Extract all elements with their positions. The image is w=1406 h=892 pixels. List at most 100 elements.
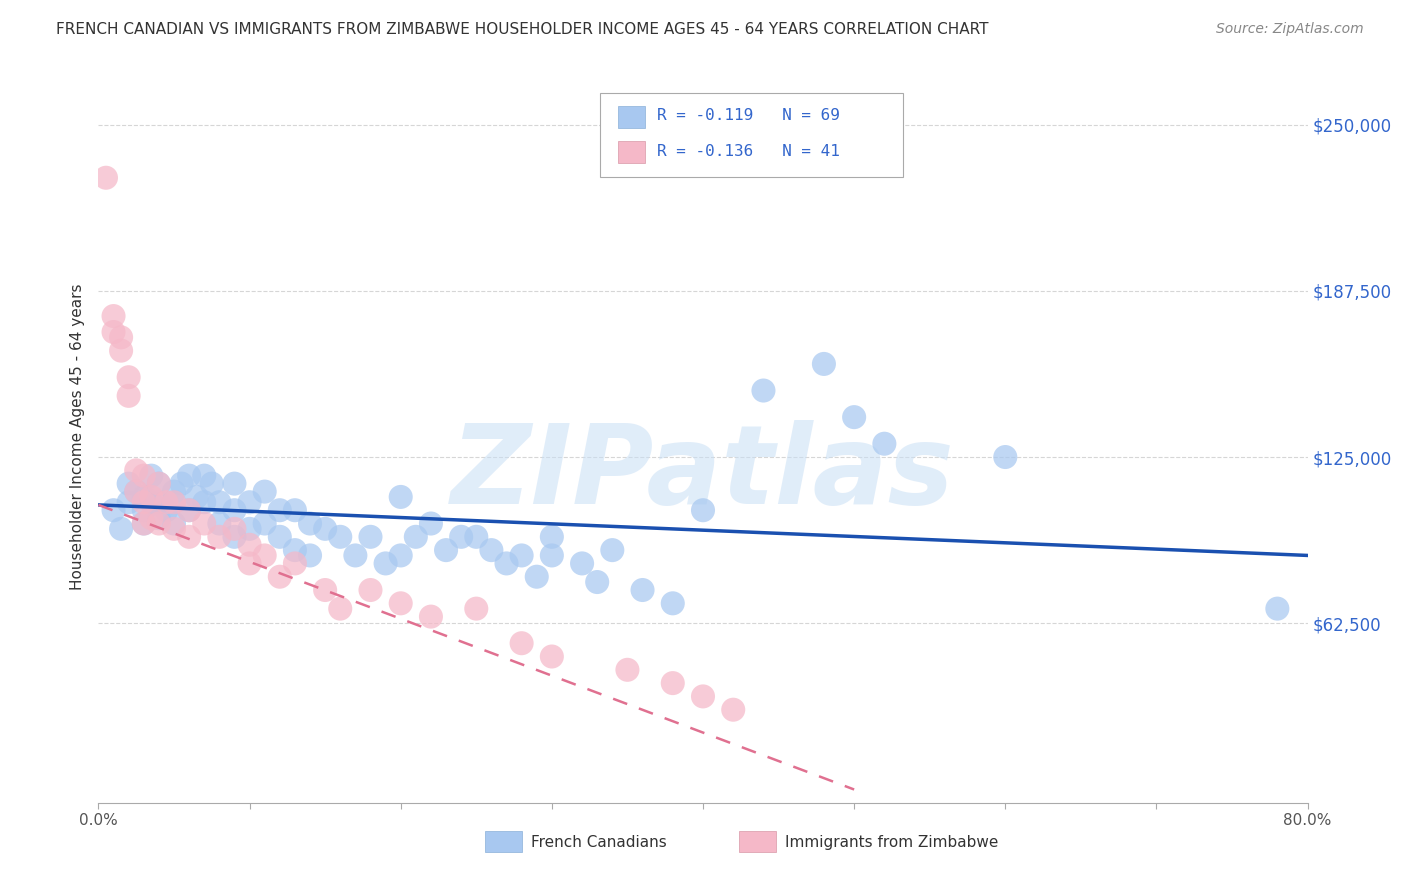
Point [661,676,683,690]
Point [141,511,163,525]
Point [148,476,170,491]
Point [179,468,201,483]
Text: Immigrants from Zimbabwe: Immigrants from Zimbabwe [785,835,998,850]
Point [125,484,148,499]
Point [208,516,231,531]
Point [193,495,215,509]
Point [224,530,246,544]
Point [540,649,562,664]
Point [389,549,412,563]
Point [661,596,683,610]
Y-axis label: Householder Income Ages 45 - 64 years: Householder Income Ages 45 - 64 years [70,284,86,591]
Point [141,495,163,509]
Text: FRENCH CANADIAN VS IMMIGRANTS FROM ZIMBABWE HOUSEHOLDER INCOME AGES 45 - 64 YEAR: FRENCH CANADIAN VS IMMIGRANTS FROM ZIMBA… [56,22,988,37]
Point [148,495,170,509]
Text: French Canadians: French Canadians [531,835,666,850]
Point [132,468,155,483]
Point [284,503,307,517]
Point [253,549,276,563]
Point [510,636,533,650]
Point [692,503,714,517]
Point [540,530,562,544]
Text: ZIPatlas: ZIPatlas [451,420,955,527]
Point [132,503,155,517]
Point [314,582,336,597]
Point [103,325,125,339]
Point [253,516,276,531]
Point [118,476,141,491]
Point [269,530,291,544]
Point [269,570,291,584]
Point [110,522,132,536]
Point [616,663,638,677]
FancyBboxPatch shape [619,141,645,163]
Point [450,530,472,544]
Point [631,582,654,597]
Point [118,370,141,384]
Point [344,549,367,563]
Point [132,516,155,531]
Point [132,495,155,509]
Point [163,522,186,536]
Point [405,530,427,544]
Point [94,170,117,185]
Point [586,575,609,590]
Point [465,530,488,544]
Point [481,543,503,558]
Point [526,570,548,584]
Point [389,490,412,504]
Point [170,476,193,491]
Point [163,495,186,509]
Point [208,495,231,509]
Point [253,484,276,499]
Point [434,543,457,558]
Point [148,476,170,491]
Point [360,582,382,597]
Point [224,476,246,491]
FancyBboxPatch shape [485,831,522,852]
Point [1267,601,1289,615]
Text: R = -0.136   N = 41: R = -0.136 N = 41 [657,144,839,159]
FancyBboxPatch shape [600,94,903,178]
Point [284,543,307,558]
Point [125,463,148,477]
Point [374,557,396,571]
Point [141,490,163,504]
Point [813,357,835,371]
Point [163,495,186,509]
Point [465,601,488,615]
Point [844,410,866,425]
Point [389,596,412,610]
Point [571,557,593,571]
Point [602,543,624,558]
Point [163,484,186,499]
Point [420,516,443,531]
Point [224,522,246,536]
Point [329,530,352,544]
Point [110,343,132,358]
Point [299,516,322,531]
Point [179,503,201,517]
Point [239,557,262,571]
Point [155,495,177,509]
Point [314,522,336,536]
Point [110,330,132,344]
Point [269,503,291,517]
Point [692,690,714,704]
Text: R = -0.119   N = 69: R = -0.119 N = 69 [657,109,839,123]
Point [193,468,215,483]
Point [420,609,443,624]
Point [239,495,262,509]
Point [103,309,125,323]
Point [224,503,246,517]
FancyBboxPatch shape [619,106,645,128]
Point [132,490,155,504]
Point [118,389,141,403]
Point [752,384,775,398]
Point [284,557,307,571]
Text: Source: ZipAtlas.com: Source: ZipAtlas.com [1216,22,1364,37]
Point [329,601,352,615]
Point [360,530,382,544]
Point [103,503,125,517]
Point [723,703,745,717]
